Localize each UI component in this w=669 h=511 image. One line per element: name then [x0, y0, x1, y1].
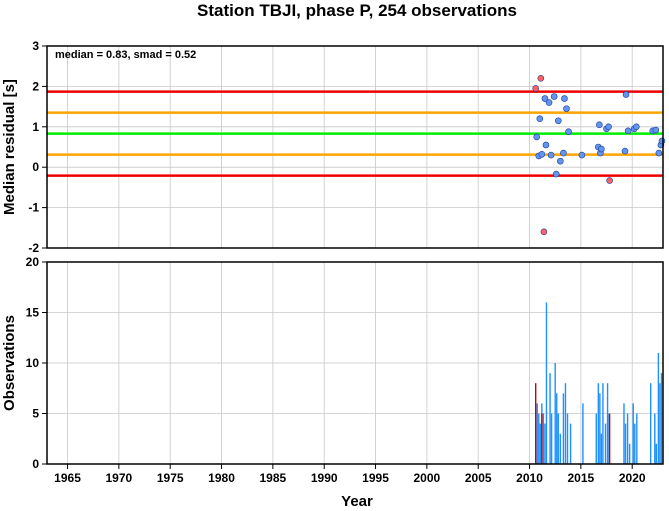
y-tick-label: 20 — [26, 255, 40, 269]
year-x-ticks: 1965 1970 1975 1980 1985 1990 1995 2000 2005 2010… — [54, 464, 646, 485]
residual-point — [554, 117, 562, 125]
y-tick-label: 3 — [32, 39, 39, 53]
x-tick-label: 2020 — [619, 471, 646, 485]
residual-point — [545, 99, 553, 106]
residual-point — [652, 126, 660, 134]
residual-points — [532, 75, 666, 236]
residual-plot-frame — [46, 45, 664, 249]
residual-point — [542, 141, 550, 149]
y-tick-label: 0 — [32, 457, 39, 471]
residual-point — [561, 95, 568, 102]
x-tick-label: 1985 — [260, 471, 287, 485]
y-tick-label: 15 — [26, 306, 40, 320]
residual-point — [550, 93, 558, 100]
residual-point — [596, 121, 603, 129]
observations-panel: 0 5 10 15 20 1965 1970 1975 1980 1985 1990 1995 200… — [1, 255, 664, 510]
y-tick-label: 5 — [32, 407, 39, 421]
residual-point — [547, 151, 555, 159]
residual-point — [536, 115, 544, 123]
residual-point — [606, 177, 613, 184]
residual-grid — [47, 46, 663, 248]
x-tick-label: 1975 — [157, 471, 184, 485]
residual-point — [605, 123, 612, 131]
residual-point — [541, 95, 549, 102]
residual-point — [538, 150, 546, 158]
x-tick-label: 1980 — [208, 471, 235, 485]
residual-point — [598, 145, 605, 153]
y-tick-label: 2 — [32, 79, 39, 93]
observations-grid — [47, 262, 663, 464]
residual-point — [552, 170, 560, 178]
observations-y-axis-label: Observations — [1, 315, 18, 411]
residual-point — [563, 105, 570, 112]
x-tick-label: 1965 — [54, 471, 81, 485]
stats-annotation: median = 0.83, smad = 0.52 — [55, 49, 196, 61]
y-tick-label: 10 — [26, 356, 40, 370]
y-tick-label: 1 — [32, 120, 39, 134]
residual-point — [621, 147, 629, 155]
x-tick-label: 2000 — [414, 471, 441, 485]
y-tick-label: 0 — [32, 160, 39, 174]
observations-bars — [534, 302, 663, 464]
residual-point — [533, 133, 541, 141]
residual-point — [532, 85, 539, 92]
residual-reference-lines — [47, 90, 663, 177]
year-x-axis-label: Year — [341, 493, 373, 510]
x-tick-label: 2005 — [465, 471, 492, 485]
x-tick-label: 2015 — [568, 471, 595, 485]
x-tick-label: 1995 — [362, 471, 389, 485]
x-tick-label: 1990 — [311, 471, 338, 485]
observations-y-ticks: 0 5 10 15 20 — [26, 255, 47, 471]
residual-point — [624, 127, 632, 135]
residual-y-axis-label: Median residual [s] — [1, 79, 18, 215]
y-tick-label: -1 — [28, 201, 39, 215]
x-tick-label: 1970 — [106, 471, 133, 485]
residual-point — [537, 75, 545, 82]
y-tick-label: -2 — [28, 241, 39, 255]
residual-y-ticks: -2 -1 0 1 2 3 — [28, 39, 47, 255]
x-tick-label: 2010 — [516, 471, 543, 485]
residual-panel: -2 -1 0 1 2 3 median = 0.83, smad = 0.52 Medi… — [1, 39, 666, 255]
residual-point — [565, 128, 572, 135]
residual-point — [655, 149, 663, 157]
residual-point — [658, 137, 666, 145]
residual-point — [633, 123, 640, 131]
residual-point — [540, 228, 548, 236]
residual-point — [622, 91, 630, 98]
chart-title: Station TBJI, phase P, 254 observations — [197, 1, 517, 20]
residual-point — [557, 157, 564, 165]
residual-point — [578, 151, 586, 159]
residual-point — [560, 149, 567, 157]
